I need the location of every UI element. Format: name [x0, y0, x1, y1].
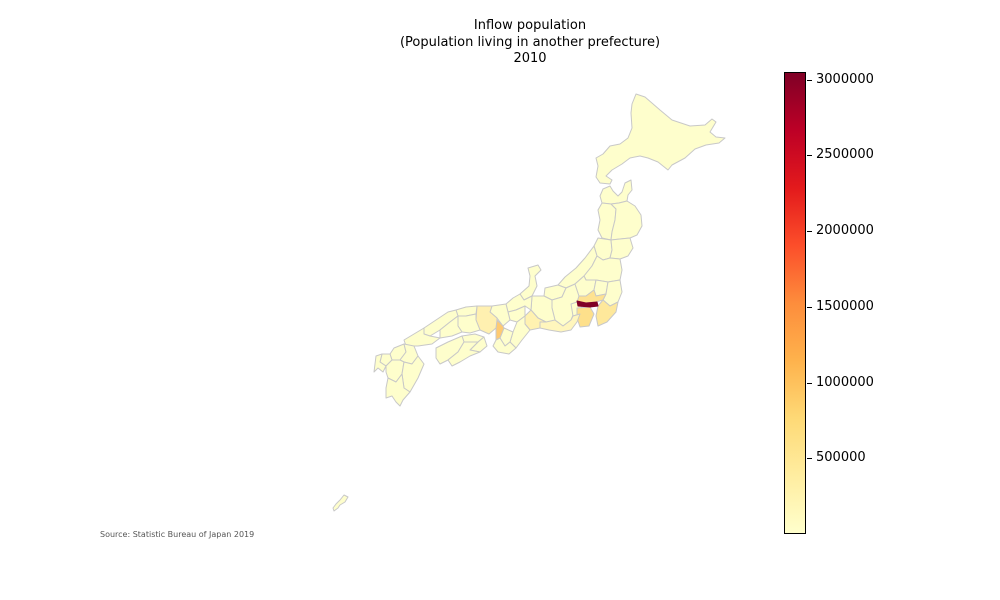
prefecture-hiroshima — [439, 315, 463, 339]
title-line-1: Inflow population — [473, 18, 587, 33]
colorbar-tick-label: 1500000 — [816, 298, 874, 314]
prefecture-kanagawa — [576, 306, 595, 328]
colorbar-tick — [807, 155, 812, 157]
colorbar-tick — [807, 382, 812, 384]
colorbar-tick — [807, 79, 812, 81]
prefecture-chiba — [595, 299, 619, 327]
prefecture-ishikawa — [519, 264, 542, 301]
prefecture-kagoshima — [385, 373, 411, 407]
prefecture-shizuoka — [539, 313, 581, 333]
prefecture-wakayama — [492, 337, 517, 355]
title-line-3: 2010 — [513, 51, 547, 66]
source-note: Source: Statistic Bureau of Japan 2019 — [100, 530, 255, 539]
prefecture-iwate — [610, 200, 643, 241]
prefecture-hokkaido — [595, 93, 726, 185]
colorbar-tick — [807, 306, 812, 308]
colorbar-tick-label: 1000000 — [816, 374, 874, 390]
prefecture-okinawa — [332, 494, 349, 512]
colorbar — [784, 72, 806, 534]
prefecture-miyagi — [609, 237, 634, 260]
map-title: Inflow population (Population living in … — [330, 18, 730, 68]
prefecture-nagasaki — [373, 353, 387, 373]
colorbar-tick — [807, 458, 812, 460]
prefecture-tokyo — [576, 300, 599, 308]
colorbar-tick-label: 2000000 — [816, 223, 874, 239]
prefecture-kochi — [447, 341, 481, 367]
colorbar-tick-label: 3000000 — [816, 71, 874, 87]
title-line-2: (Population living in another prefecture… — [399, 34, 661, 50]
colorbar-tick-label: 2500000 — [816, 147, 874, 163]
colorbar-tick-label: 500000 — [816, 450, 866, 466]
colorbar-tick — [807, 231, 812, 233]
